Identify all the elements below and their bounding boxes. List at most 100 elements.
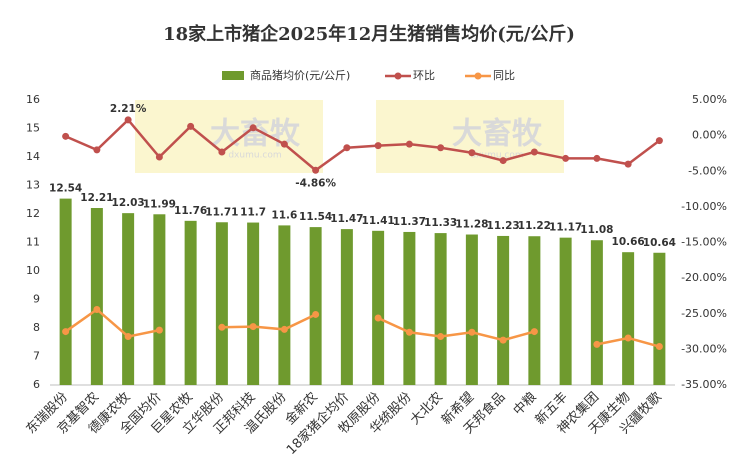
- bar: [497, 235, 510, 385]
- point: [437, 333, 445, 341]
- y2-tick-label: -20.00%: [681, 271, 727, 284]
- bar: [247, 222, 260, 385]
- bar: [278, 225, 291, 385]
- value-label: 11.08: [580, 224, 613, 236]
- point: [280, 140, 288, 148]
- value-label: 11.76: [174, 205, 207, 217]
- point: [499, 336, 507, 344]
- value-label: 11.54: [299, 211, 332, 223]
- point: [624, 334, 632, 342]
- bar: [372, 230, 385, 385]
- y-tick-label: 14: [26, 150, 40, 163]
- value-label: 12.54: [49, 183, 82, 195]
- bar: [215, 222, 228, 385]
- point: [312, 166, 320, 174]
- point: [155, 326, 163, 334]
- value-label: 2.21%: [110, 103, 147, 115]
- value-label: 12.21: [80, 192, 113, 204]
- legend-swatch: [222, 71, 244, 80]
- y2-tick-label: -10.00%: [681, 200, 727, 213]
- watermark: dxumu.com: [470, 151, 523, 161]
- value-label: 11.22: [518, 220, 551, 232]
- value-label: 12.03: [112, 197, 145, 209]
- bar: [465, 234, 478, 385]
- point: [593, 154, 601, 162]
- point: [655, 137, 663, 145]
- value-label: 11.23: [487, 220, 520, 232]
- bar: [559, 237, 572, 385]
- y-tick-label: 16: [26, 93, 40, 106]
- bar: [590, 240, 603, 385]
- point: [405, 328, 413, 336]
- line: [64, 307, 660, 348]
- point: [62, 132, 70, 140]
- point: [468, 149, 476, 157]
- point: [124, 333, 132, 341]
- value-label: 11.41: [362, 215, 395, 227]
- point: [437, 144, 445, 152]
- watermark-box: [376, 100, 564, 173]
- value-label: 11.7: [240, 207, 266, 219]
- point: [249, 124, 257, 132]
- bar: [340, 229, 353, 385]
- value-label: -4.86%: [295, 177, 336, 189]
- point: [468, 328, 476, 336]
- point: [343, 144, 351, 152]
- value-label: 11.99: [143, 198, 176, 210]
- watermark: dxumu.com: [228, 151, 281, 161]
- value-label: 11.6: [271, 209, 297, 221]
- point: [62, 328, 70, 336]
- legend-swatch: [394, 72, 402, 80]
- y-tick-label: 13: [26, 179, 40, 192]
- point: [155, 153, 163, 161]
- point: [655, 343, 663, 351]
- bar: [403, 231, 416, 385]
- y-tick-label: 11: [26, 236, 40, 249]
- point: [312, 310, 320, 318]
- y-tick-label: 7: [33, 350, 40, 363]
- y-tick-label: 8: [33, 321, 40, 334]
- value-label: 11.37: [393, 216, 426, 228]
- y2-tick-label: 5.00%: [692, 93, 727, 106]
- y2-tick-label: -35.00%: [681, 378, 727, 391]
- value-label: 11.28: [455, 219, 488, 231]
- bar: [528, 236, 541, 385]
- legend-label: 环比: [413, 69, 435, 82]
- point: [280, 325, 288, 333]
- point: [93, 146, 101, 154]
- point: [374, 314, 382, 322]
- watermark: 大畜牧: [452, 117, 543, 152]
- bar: [309, 227, 322, 385]
- value-label: 11.71: [205, 206, 238, 218]
- point: [218, 323, 226, 331]
- value-label: 10.64: [643, 237, 676, 249]
- point: [499, 157, 507, 165]
- value-label: 11.33: [424, 217, 457, 229]
- y2-tick-label: -25.00%: [681, 307, 727, 320]
- y2-tick-label: -30.00%: [681, 342, 727, 355]
- bar: [622, 252, 635, 385]
- y-tick-label: 9: [33, 293, 40, 306]
- line: [65, 118, 661, 172]
- legend-label: 商品猪均价(元/公斤): [250, 68, 350, 82]
- bar: [653, 252, 666, 385]
- y-tick-label: 10: [26, 264, 40, 277]
- bar: [434, 233, 447, 385]
- y-tick-label: 12: [26, 207, 40, 220]
- point: [405, 140, 413, 148]
- y2-tick-label: 0.00%: [692, 129, 727, 142]
- point: [93, 305, 101, 313]
- bar: [184, 220, 197, 385]
- value-label: 11.17: [549, 222, 582, 234]
- point: [218, 148, 226, 156]
- bar: [59, 198, 72, 385]
- value-label: 11.47: [330, 213, 363, 225]
- point: [530, 148, 538, 156]
- y-tick-label: 6: [33, 378, 40, 391]
- chart-title: 18家上市猪企2025年12月生猪销售均价(元/公斤): [163, 23, 575, 45]
- bar: [122, 213, 135, 385]
- point: [187, 122, 195, 130]
- point: [530, 328, 538, 336]
- x-tick-label: 大北农: [408, 390, 446, 428]
- watermark-box: [135, 100, 323, 173]
